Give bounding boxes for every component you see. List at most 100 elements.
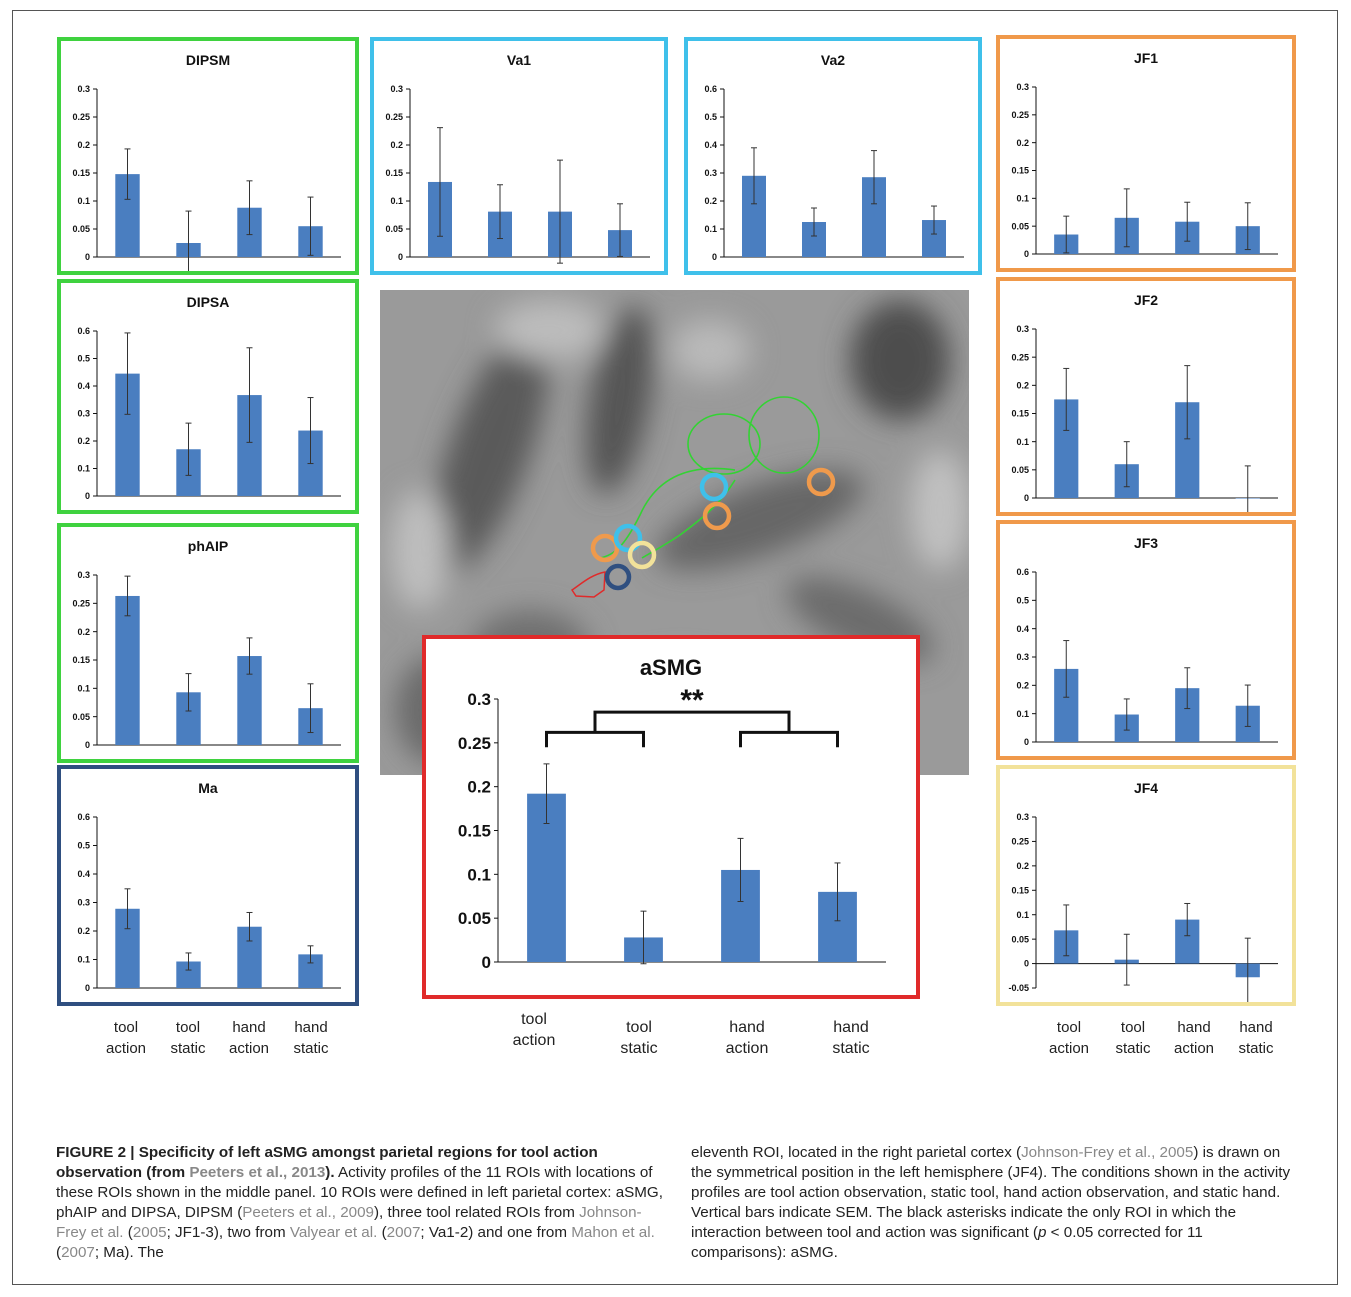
panel-dipsa: DIPSA 0 0.1 0.2 0.3 0.4 0.5 0.6 — [57, 279, 359, 514]
y-tick-label: 0.1 — [77, 196, 90, 206]
chart-title: JF4 — [1134, 780, 1158, 796]
y-tick-label: 0 — [1024, 493, 1029, 503]
caption-text: Activity profiles of the 11 ROIs with lo… — [56, 1164, 663, 1221]
y-tick-label: 0.4 — [1016, 624, 1029, 634]
y-tick-label: 0 — [85, 252, 90, 262]
ref-link[interactable]: Valyear et al. — [289, 1224, 378, 1241]
y-tick-label: 0.05 — [385, 224, 403, 234]
caption-text: < 0.05 corrected for 11 comparisons): aS… — [691, 1224, 1203, 1261]
roi-asmg-outline — [570, 571, 606, 598]
y-tick-label: 0.3 — [77, 409, 90, 419]
significance-asterisks: ** — [680, 684, 704, 717]
xlabel: hand static — [832, 1019, 870, 1057]
bracket-tool — [545, 730, 645, 748]
y-tick-label: 0.25 — [385, 112, 403, 122]
bracket-top — [593, 710, 791, 733]
y-tick-label: 0.25 — [1011, 837, 1029, 847]
y-tick-label: 0.05 — [458, 909, 491, 928]
y-tick-label: 0.1 — [77, 683, 90, 693]
caption-text: ), three tool related ROIs from — [374, 1204, 580, 1221]
y-tick-label: 0.05 — [72, 224, 90, 234]
y-tick-label: 0.15 — [1011, 409, 1029, 419]
caption-text: ; Va1-2) and one from — [420, 1224, 572, 1241]
y-tick-label: 0 — [1024, 737, 1029, 747]
y-tick-label: 0.2 — [1016, 380, 1029, 390]
panel-ma: Ma 0 0.1 0.2 0.3 0.4 0.5 0.6 — [57, 765, 359, 1006]
y-tick-label: 0.3 — [1016, 652, 1029, 662]
caption-text: ; Ma). The — [94, 1244, 164, 1261]
y-tick-label: 0 — [712, 252, 717, 262]
ref-link[interactable]: 2007 — [61, 1244, 95, 1261]
chart-asmg: aSMG 0 0.05 0.1 0.15 0.2 0.25 0.3 ** — [458, 655, 886, 972]
ref-link[interactable]: Peeters et al., 2009 — [242, 1204, 374, 1221]
y-tick-label: 0.25 — [72, 112, 90, 122]
y-tick-label: 0.2 — [1016, 680, 1029, 690]
y-tick-label: 0.15 — [1011, 166, 1029, 176]
y-tick-label: 0.25 — [1011, 110, 1029, 120]
panel-jf2: JF2 0 0.05 0.1 0.15 0.2 0.25 0.3 — [996, 277, 1296, 516]
y-tick-label: 0 — [85, 491, 90, 501]
y-tick-label: 0.1 — [77, 955, 90, 965]
xlabel: tool action — [512, 1011, 556, 1049]
ref-link[interactable]: Johnson-Frey et al., 2005 — [1021, 1144, 1194, 1161]
xlabel: tool static — [170, 1019, 206, 1057]
y-tick-label: 0.3 — [77, 84, 90, 94]
ref-link[interactable]: 2007 — [386, 1224, 421, 1241]
y-tick-label: 0.3 — [1016, 82, 1029, 92]
y-tick-label: 0.1 — [1016, 437, 1029, 447]
y-tick-label: 0.25 — [458, 734, 491, 753]
panel-jf1: JF1 0 0.05 0.1 0.15 0.2 0.25 0.3 — [996, 35, 1296, 272]
chart-jf4: JF4 -0.05 0 0.05 0.1 0.15 0.2 0.25 0.3 — [1008, 780, 1278, 1002]
y-tick-label: 0.2 — [467, 778, 491, 797]
xlabel: hand action — [1173, 1019, 1215, 1057]
xlabel: tool static — [620, 1019, 658, 1057]
bracket-hand — [739, 730, 839, 748]
y-tick-label: 0.3 — [1016, 324, 1029, 334]
y-tick-label: 0.3 — [467, 690, 491, 709]
y-tick-label: 0 — [1024, 959, 1029, 969]
y-tick-label: 0.15 — [1011, 885, 1029, 895]
xlabel: tool action — [1048, 1019, 1090, 1057]
xlabel: hand action — [228, 1019, 270, 1057]
y-tick-label: 0.15 — [458, 821, 491, 840]
figure-frame — [12, 10, 1338, 1285]
y-tick-label: -0.05 — [1008, 983, 1029, 993]
figure-label: FIGURE 2 | Specificity of left aSMG amon… — [56, 1144, 598, 1181]
xlabel: tool static — [1115, 1019, 1151, 1057]
xlabel: hand static — [1238, 1019, 1274, 1057]
y-tick-label: 0.6 — [1016, 567, 1029, 577]
chart-title: JF1 — [1134, 50, 1158, 66]
xlabel: hand static — [293, 1019, 329, 1057]
y-tick-label: 0 — [398, 252, 403, 262]
y-tick-label: 0.1 — [704, 224, 717, 234]
panel-va1: Va1 0 0.05 0.1 0.15 0.2 0.25 0.3 — [370, 37, 668, 275]
y-tick-label: 0.1 — [467, 865, 491, 884]
panel-jf4: JF4 -0.05 0 0.05 0.1 0.15 0.2 0.25 0.3 — [996, 765, 1296, 1006]
ref-link[interactable]: Peeters et al., 2013 — [189, 1164, 326, 1181]
y-tick-label: 0.6 — [77, 812, 90, 822]
panel-phaip: phAIP 0 0.05 0.1 0.15 0.2 0.25 0.3 — [57, 523, 359, 763]
y-tick-label: 0.3 — [704, 168, 717, 178]
chart-title: aSMG — [640, 655, 702, 680]
ref-link[interactable]: Mahon et al. — [571, 1224, 655, 1241]
y-tick-label: 0.1 — [1016, 193, 1029, 203]
panel-asmg: aSMG 0 0.05 0.1 0.15 0.2 0.25 0.3 ** — [422, 635, 920, 999]
chart-title: Ma — [198, 780, 218, 796]
xlabel: tool action — [105, 1019, 147, 1057]
y-tick-label: 0.4 — [77, 381, 90, 391]
caption-text: eleventh ROI, located in the right parie… — [691, 1144, 1022, 1161]
y-tick-label: 0.25 — [1011, 352, 1029, 362]
y-tick-label: 0.6 — [77, 326, 90, 336]
chart-jf3: JF3 0 0.1 0.2 0.3 0.4 0.5 0.6 — [1016, 535, 1278, 747]
y-tick-label: 0.05 — [1011, 465, 1029, 475]
chart-dipsm: DIPSM 0 0.05 0.1 0.15 0.2 0.25 0.3 — [72, 52, 341, 271]
xlabel: hand action — [725, 1019, 769, 1057]
chart-title: Va2 — [821, 52, 845, 68]
y-tick-label: 0.2 — [1016, 138, 1029, 148]
chart-title: DIPSA — [187, 294, 230, 310]
ref-link[interactable]: 2005 — [132, 1224, 167, 1241]
y-tick-label: 0 — [1024, 249, 1029, 259]
ref-link[interactable]: Johnson-Frey et al. — [56, 1204, 642, 1241]
y-tick-label: 0 — [85, 740, 90, 750]
y-tick-label: 0.1 — [1016, 709, 1029, 719]
